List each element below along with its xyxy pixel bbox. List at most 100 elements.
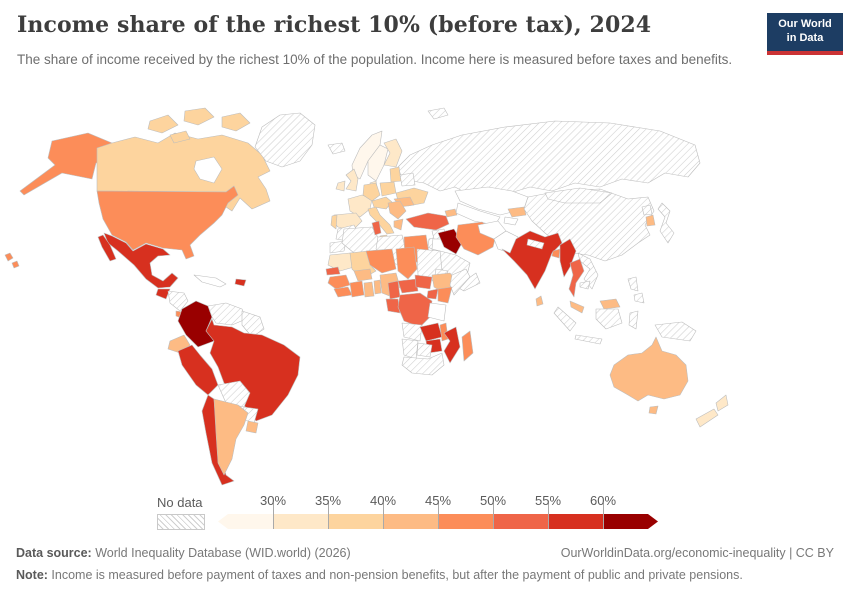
country-tunisia[interactable]: [371, 220, 382, 236]
country-malaysia[interactable]: [599, 298, 621, 310]
country-niger[interactable]: [365, 248, 397, 274]
country-svalbard[interactable]: [427, 107, 449, 120]
country-azerbaijan[interactable]: [444, 208, 458, 218]
country-guyana-suriname[interactable]: [241, 310, 265, 338]
country-canada[interactable]: [183, 107, 215, 126]
country-south-sudan[interactable]: [414, 274, 433, 290]
country-dr-congo[interactable]: [397, 292, 433, 328]
country-gabon-congo[interactable]: [385, 298, 401, 314]
country-canada[interactable]: [221, 112, 251, 132]
country-balkans[interactable]: [387, 200, 407, 220]
country-baltic-states[interactable]: [389, 166, 402, 183]
country-bangladesh[interactable]: [551, 248, 561, 259]
country-senegal[interactable]: [325, 266, 341, 276]
country-south-korea[interactable]: [645, 214, 656, 227]
country-russia[interactable]: [397, 120, 701, 196]
country-mozambique[interactable]: [443, 326, 461, 364]
country-western-sahara[interactable]: [329, 240, 347, 254]
country-india[interactable]: [501, 230, 563, 290]
country-uganda[interactable]: [426, 288, 439, 300]
country-madagascar[interactable]: [461, 330, 474, 362]
country-greenland[interactable]: [254, 112, 316, 168]
country-sri-lanka[interactable]: [535, 295, 544, 307]
country-belarus[interactable]: [399, 172, 416, 187]
country-central-african-republic[interactable]: [397, 278, 419, 294]
country-guatemala[interactable]: [155, 288, 171, 300]
country-papua-new-guinea[interactable]: [654, 321, 697, 342]
country-mexico[interactable]: [103, 232, 179, 289]
country-united-kingdom[interactable]: [345, 168, 359, 192]
country-zambia[interactable]: [419, 322, 443, 342]
country-venezuela[interactable]: [207, 302, 247, 326]
country-uruguay[interactable]: [245, 420, 259, 434]
country-japan[interactable]: [657, 202, 675, 244]
country-angola[interactable]: [401, 322, 423, 342]
country-somalia[interactable]: [449, 268, 471, 296]
country-cote-divoire[interactable]: [349, 280, 365, 298]
country-cameroon[interactable]: [387, 280, 401, 300]
legend-bin-6[interactable]: [548, 514, 603, 529]
country-australia-tasmania[interactable]: [648, 405, 659, 415]
country-turkey[interactable]: [405, 212, 450, 231]
country-new-zealand[interactable]: [715, 394, 729, 412]
legend-bin-0[interactable]: [218, 514, 273, 529]
legend-bin-2[interactable]: [328, 514, 383, 529]
country-sierra-leone-liberia[interactable]: [333, 286, 353, 298]
country-indonesia[interactable]: [553, 306, 577, 332]
legend-bin-4[interactable]: [438, 514, 493, 529]
country-ireland[interactable]: [335, 180, 346, 192]
country-south-africa[interactable]: [401, 352, 445, 376]
country-united-states-hawaii[interactable]: [11, 260, 20, 269]
country-greece[interactable]: [393, 218, 404, 231]
legend-bin-1[interactable]: [273, 514, 328, 529]
country-canada[interactable]: [147, 114, 179, 134]
country-iceland[interactable]: [327, 142, 346, 155]
country-myanmar[interactable]: [559, 238, 577, 278]
country-bolivia[interactable]: [217, 380, 251, 408]
country-germany[interactable]: [362, 182, 381, 202]
country-ghana[interactable]: [363, 281, 375, 298]
country-guinea[interactable]: [327, 274, 351, 290]
country-burkina-faso[interactable]: [353, 268, 373, 282]
country-kyrgyzstan[interactable]: [507, 206, 527, 218]
country-togo-benin[interactable]: [373, 279, 382, 295]
country-cambodia[interactable]: [579, 280, 591, 290]
country-new-zealand[interactable]: [695, 408, 719, 428]
country-dominican-republic[interactable]: [234, 278, 247, 287]
country-canada[interactable]: [169, 130, 191, 144]
country-italy[interactable]: [367, 206, 395, 235]
country-levant[interactable]: [427, 237, 434, 250]
country-united-states[interactable]: [96, 185, 239, 260]
legend-bin-5[interactable]: [493, 514, 548, 529]
country-mexico[interactable]: [97, 234, 117, 262]
country-china[interactable]: [523, 188, 655, 262]
country-thailand[interactable]: [568, 258, 585, 298]
country-mongolia[interactable]: [544, 187, 613, 204]
country-philippines[interactable]: [627, 276, 639, 292]
country-finland[interactable]: [383, 138, 403, 168]
legend-no-data-swatch[interactable]: [157, 514, 205, 530]
country-nepal[interactable]: [526, 238, 545, 250]
country-portugal[interactable]: [330, 214, 338, 230]
country-united-states-hawaii[interactable]: [4, 252, 14, 262]
country-kenya[interactable]: [437, 286, 453, 304]
country-namibia[interactable]: [401, 338, 419, 360]
attribution-link[interactable]: OurWorldinData.org/economic-inequality |…: [560, 546, 834, 560]
country-argentina[interactable]: [213, 398, 249, 476]
country-tanzania[interactable]: [427, 302, 447, 322]
legend-bin-3[interactable]: [383, 514, 438, 529]
country-indonesia[interactable]: [628, 310, 639, 330]
country-botswana[interactable]: [416, 342, 433, 358]
legend-bin-7[interactable]: [603, 514, 658, 529]
country-australia[interactable]: [609, 336, 689, 402]
legend-color-scale[interactable]: 30% 35% 40% 45% 50% 55% 60%: [218, 493, 658, 529]
country-chad[interactable]: [395, 246, 418, 280]
country-brazil[interactable]: [205, 318, 301, 422]
country-philippines[interactable]: [633, 292, 645, 304]
country-indonesia[interactable]: [574, 334, 603, 345]
country-malaysia[interactable]: [569, 300, 585, 314]
country-indonesia[interactable]: [595, 308, 623, 330]
country-mauritania[interactable]: [327, 252, 355, 272]
country-honduras-nicaragua[interactable]: [167, 290, 189, 312]
country-north-korea[interactable]: [641, 204, 653, 216]
